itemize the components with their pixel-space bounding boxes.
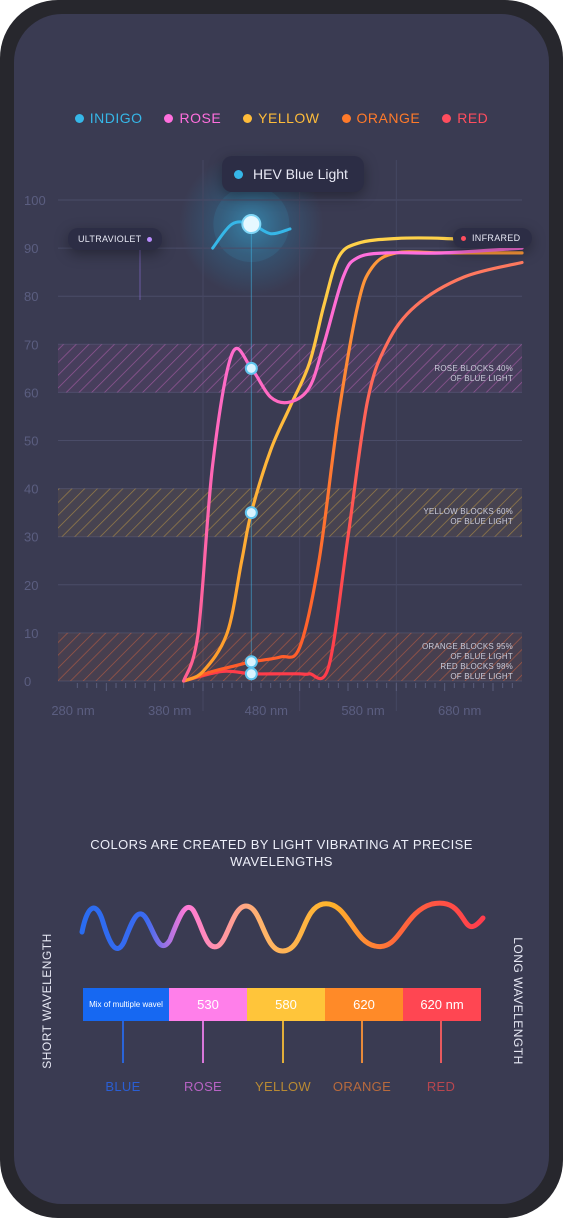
legend-label: ORANGE: [356, 110, 421, 126]
long-wavelength-label: LONG WAVELENGTH: [511, 937, 525, 1065]
orange-red-block-note: ORANGE BLOCKS 95% OF BLUE LIGHT RED BLOC…: [403, 642, 513, 682]
infrared-label: INFRARED: [472, 233, 521, 243]
yellow-block-note: YELLOW BLOCKS 60% OF BLUE LIGHT: [403, 507, 513, 527]
color-cell-rose: 530: [169, 988, 247, 1021]
note-line: YELLOW BLOCKS 60%: [423, 507, 513, 516]
color-name-rose: ROSE: [183, 1079, 223, 1094]
legend-dot-icon: [164, 113, 174, 123]
blocked-band-hatch: [58, 344, 522, 393]
hev-point-orange: [244, 655, 258, 669]
y-tick-label: 100: [24, 193, 46, 208]
note-line: OF BLUE LIGHT: [450, 672, 513, 681]
hev-dot-icon: [234, 169, 243, 179]
rose-block-note: ROSE BLOCKS 40% OF BLUE LIGHT: [413, 364, 513, 384]
note-line: ORANGE BLOCKS 95%: [422, 642, 513, 651]
x-tick-label: 580 nm: [341, 703, 384, 718]
legend-label: ROSE: [179, 110, 222, 126]
y-tick-label: 10: [24, 626, 38, 641]
note-line: OF BLUE LIGHT: [450, 517, 513, 526]
legend-dot-icon: [442, 113, 452, 123]
x-tick-label: 680 nm: [438, 703, 481, 718]
legend-item-orange[interactable]: ORANGE: [341, 110, 421, 126]
hev-point-indigo: [241, 214, 262, 235]
wavelength-subtitle: COLORS ARE CREATED BY LIGHT VIBRATING AT…: [90, 837, 473, 869]
color-name-blue: BLUE: [105, 1079, 141, 1094]
y-tick-label: 30: [24, 530, 38, 545]
stem-rose: [202, 1021, 204, 1063]
stem-blue: [122, 1021, 124, 1063]
note-line: ROSE BLOCKS 40%: [434, 364, 513, 373]
legend-dot-icon: [74, 113, 84, 123]
series-line-rose: [182, 246, 524, 683]
y-tick-label: 90: [24, 241, 38, 256]
legend-item-yellow[interactable]: YELLOW: [243, 110, 319, 126]
legend-label: RED: [457, 110, 489, 126]
color-cell-orange: 620: [325, 988, 403, 1021]
x-tick-label: 480 nm: [245, 703, 288, 718]
stem-yellow: [282, 1021, 284, 1063]
infrared-tag: INFRARED: [453, 228, 533, 248]
chart-legend: INDIGO ROSE YELLOW ORANGE RED: [0, 110, 563, 126]
color-cell-yellow: 580: [247, 988, 325, 1021]
legend-item-red[interactable]: RED: [442, 110, 488, 126]
legend-label: INDIGO: [89, 110, 143, 126]
hev-point-yellow: [244, 506, 258, 520]
ultraviolet-tag: ULTRAVIOLET: [68, 228, 163, 250]
transmission-chart: 0 10 20 30 40 50 60 70 80 90 100 280 nm 380 nm 480 nm…: [24, 152, 524, 718]
hev-blue-light-tooltip: HEV Blue Light: [222, 156, 364, 192]
color-wavelength-bar: Mix of multiple wavel 530 580 620 620 nm: [83, 988, 481, 1021]
hev-label: HEV Blue Light: [253, 166, 348, 182]
ultraviolet-dot-icon: [147, 236, 153, 242]
legend-dot-icon: [341, 113, 351, 123]
legend-item-rose[interactable]: ROSE: [164, 110, 221, 126]
color-name-yellow: YELLOW: [255, 1079, 311, 1094]
blocked-band-hatch: [58, 488, 522, 537]
y-tick-label: 20: [24, 578, 38, 593]
legend-dot-icon: [243, 113, 253, 123]
stem-orange: [361, 1021, 363, 1063]
color-cell-red: 620 nm: [403, 988, 481, 1021]
series-line-yellow: [182, 236, 524, 683]
hev-point-red: [244, 667, 258, 681]
y-tick-label: 40: [24, 482, 38, 497]
x-tick-label: 280 nm: [51, 703, 94, 718]
y-tick-label: 60: [24, 385, 38, 400]
y-tick-label: 50: [24, 434, 38, 449]
color-cell-blue: Mix of multiple wavel: [83, 988, 169, 1021]
y-tick-label: 0: [24, 674, 31, 689]
infrared-dot-icon: [461, 235, 466, 241]
series-line-orange: [182, 250, 524, 683]
color-name-orange: ORANGE: [332, 1079, 392, 1094]
x-tick-label: 380 nm: [148, 703, 191, 718]
y-tick-label: 80: [24, 289, 38, 304]
note-line: RED BLOCKS 98%: [440, 662, 513, 671]
short-wavelength-label: SHORT WAVELENGTH: [40, 933, 54, 1069]
note-line: OF BLUE LIGHT: [450, 374, 513, 383]
y-tick-label: 70: [24, 337, 38, 352]
ultraviolet-label: ULTRAVIOLET: [78, 234, 142, 244]
hev-point-rose: [244, 361, 258, 375]
legend-item-indigo[interactable]: INDIGO: [74, 110, 143, 126]
color-name-red: RED: [426, 1079, 456, 1094]
legend-label: YELLOW: [258, 110, 320, 126]
stem-red: [440, 1021, 442, 1063]
note-line: OF BLUE LIGHT: [450, 652, 513, 661]
